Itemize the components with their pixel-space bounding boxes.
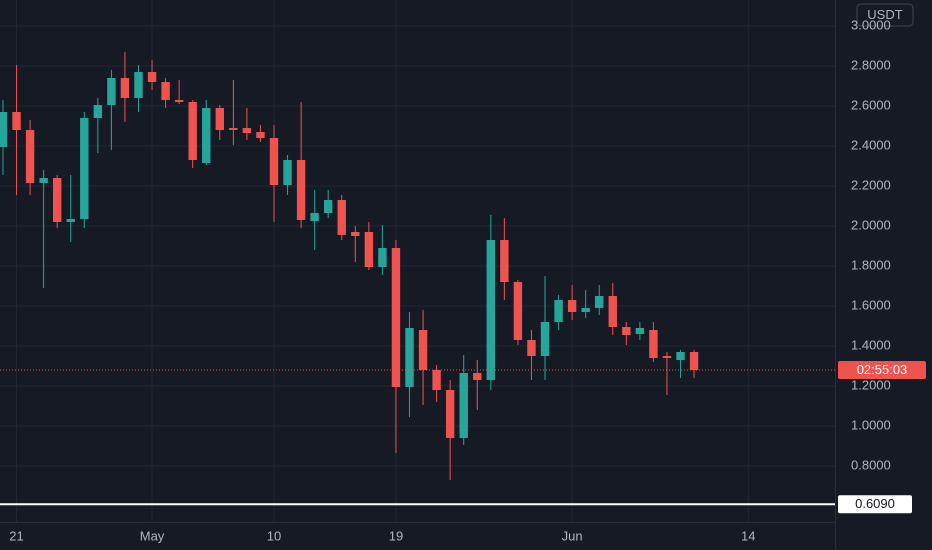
currency-label[interactable]: USDT (867, 7, 902, 22)
candle-body (161, 82, 170, 100)
candle-body (595, 296, 604, 308)
currency-box[interactable] (856, 3, 914, 27)
x-tick-label: 14 (741, 528, 755, 543)
candle-body (527, 340, 536, 356)
candle-body (174, 100, 184, 102)
y-tick-label: 1.0000 (851, 417, 891, 432)
candle-body (188, 102, 197, 160)
candle-body (676, 352, 685, 360)
candle-body (134, 72, 143, 98)
candle-body (567, 300, 577, 312)
x-tick-label: May (140, 528, 165, 543)
candle-body (445, 390, 455, 438)
y-tick-label: 0.8000 (851, 457, 891, 472)
candle-body (323, 200, 333, 213)
candle-body (93, 105, 103, 118)
candle-body (256, 132, 265, 138)
candle-body (120, 78, 130, 98)
candle-body (513, 282, 523, 340)
candle-body (12, 112, 21, 130)
candle-body (351, 232, 360, 236)
candle-body (459, 373, 468, 438)
grid (0, 0, 835, 522)
candle-body (662, 356, 672, 358)
candle-body (215, 108, 224, 130)
candle-body (405, 328, 414, 387)
candle-body (337, 200, 346, 235)
candle-body (310, 213, 319, 221)
horizontal-line-label-box (838, 495, 912, 514)
y-tick-label: 1.6000 (851, 297, 891, 312)
y-tick-label: 3.0000 (851, 17, 891, 32)
y-tick-label: 2.2000 (851, 177, 891, 192)
candle-body (391, 248, 401, 387)
y-tick-label: 2.4000 (851, 137, 891, 152)
candle-body (147, 72, 157, 82)
y-tick-label: 2.8000 (851, 57, 891, 72)
candle-body (25, 130, 35, 183)
countdown-label: 02:55:03 (857, 362, 908, 377)
horizontal-line-label: 0.6090 (855, 496, 895, 511)
overlay: 0.6090 02:55:03 (0, 361, 926, 514)
candle-body (608, 296, 617, 327)
y-tick-label: 1.4000 (851, 337, 891, 352)
y-tick-label: 2.0000 (851, 217, 891, 232)
x-tick-label: Jun (562, 528, 583, 543)
candle-body (432, 370, 441, 390)
candle-body (689, 352, 699, 370)
candle-body (635, 328, 645, 334)
candle-body (622, 327, 631, 335)
candle-body (269, 138, 279, 185)
candle-body (473, 373, 482, 380)
candle-body (500, 240, 509, 282)
candle-body (378, 248, 387, 267)
candle-body (649, 330, 658, 358)
countdown-box (838, 361, 926, 379)
candle-body (242, 128, 252, 133)
y-tick-label: 1.2000 (851, 377, 891, 392)
candle-body (202, 108, 211, 163)
candle-body (540, 322, 550, 356)
x-tick-label: 19 (389, 528, 403, 543)
y-tick-label: 1.8000 (851, 257, 891, 272)
candle-body (0, 112, 8, 147)
candles (0, 52, 699, 480)
candle-body (581, 308, 590, 312)
candle-body (283, 160, 292, 185)
candle-body (486, 240, 496, 380)
y-tick-label: 2.6000 (851, 97, 891, 112)
x-tick-label: 21 (9, 528, 23, 543)
candle-body (418, 330, 428, 370)
candle-body (80, 118, 89, 219)
candle-body (52, 178, 62, 222)
candle-body (39, 178, 48, 183)
candle-body (364, 232, 374, 267)
candle-body (107, 78, 116, 105)
candle-body (66, 219, 75, 222)
candle-body (296, 160, 306, 220)
x-tick-label: 10 (267, 528, 281, 543)
candle-body (554, 300, 563, 322)
candle-body (229, 128, 238, 130)
